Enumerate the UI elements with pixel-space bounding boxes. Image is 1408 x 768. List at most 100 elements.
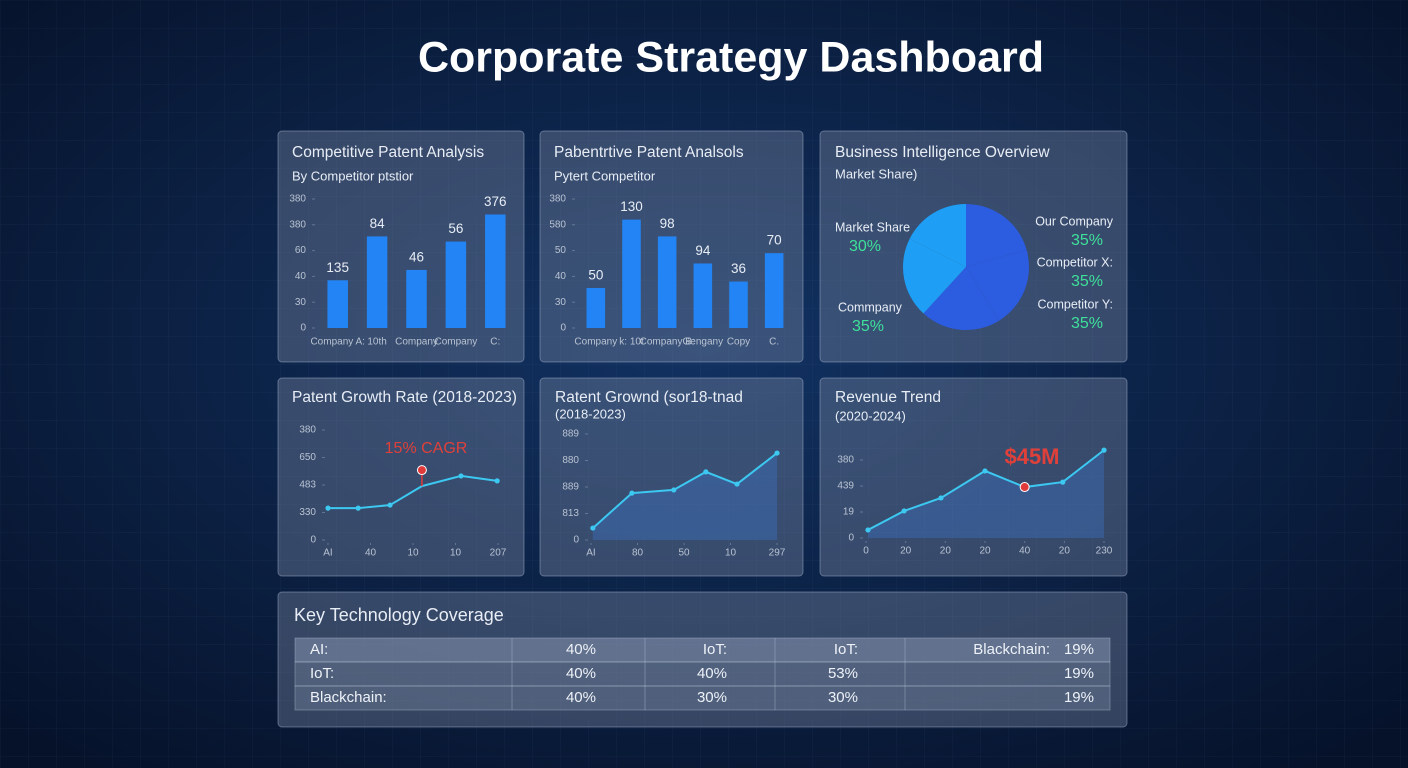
x-tick-label: 20 xyxy=(1059,546,1071,557)
x-tick-label: AI xyxy=(586,548,595,559)
line-point xyxy=(901,508,907,514)
bar-value-label: 36 xyxy=(731,261,746,276)
line-point xyxy=(387,502,393,508)
table-cell: Blackchain: xyxy=(973,641,1050,658)
line-point xyxy=(458,473,464,479)
bar xyxy=(622,219,641,328)
y-tick-label: 889 xyxy=(562,429,579,440)
bar xyxy=(445,241,467,328)
bar-value-label: 84 xyxy=(370,216,386,231)
y-tick-label: 0 xyxy=(560,323,566,334)
x-tick-label: Gengany xyxy=(683,337,724,348)
annotation: 15% CAGR xyxy=(385,440,468,457)
bar xyxy=(729,281,748,328)
bar xyxy=(764,253,784,328)
bar-value-label: 376 xyxy=(484,194,507,209)
line-point xyxy=(734,481,740,487)
x-tick-label: 10 xyxy=(407,548,419,559)
bar-value-label: 98 xyxy=(660,216,675,231)
y-tick-label: 650 xyxy=(299,452,316,463)
panel-subtitle: By Competitor ptstior xyxy=(292,168,414,183)
bar xyxy=(657,236,677,328)
table-cell: 40% xyxy=(566,665,596,682)
y-tick-label: 880 xyxy=(562,455,579,466)
panel-title: Competitive Patent Analysis xyxy=(292,144,484,161)
y-tick-label: 330 xyxy=(299,507,316,518)
y-tick-label: 380 xyxy=(549,194,566,205)
line-point xyxy=(671,487,677,493)
line-point xyxy=(982,468,988,474)
table-title: Key Technology Coverage xyxy=(294,605,504,625)
x-tick-label: C: xyxy=(490,337,500,348)
y-tick-label: 30 xyxy=(295,297,307,308)
panel-title: Pabentrtive Patent Analsols xyxy=(554,144,744,161)
x-tick-label: k: 10t xyxy=(619,337,644,348)
table-cell: IoT: xyxy=(703,641,727,658)
bar-value-label: 50 xyxy=(588,268,603,283)
table-cell: 19% xyxy=(1064,689,1094,706)
bar xyxy=(327,280,348,328)
table-cell: 30% xyxy=(697,689,727,706)
line-area xyxy=(867,450,1104,538)
annotation: $45M xyxy=(1004,444,1059,469)
x-tick-label: 10 xyxy=(725,548,737,559)
table-row xyxy=(294,637,1111,663)
line-point xyxy=(416,465,427,476)
pie-label: Market Share xyxy=(835,220,910,234)
panel-title: Patent Growth Rate (2018-2023) xyxy=(292,389,517,406)
pie-slice xyxy=(923,267,1000,330)
pie-value-label: 30% xyxy=(849,238,881,255)
y-tick-label: 0 xyxy=(848,533,854,544)
table-cell: 19% xyxy=(1064,665,1094,682)
bar-value-label: 56 xyxy=(448,221,463,236)
line-point xyxy=(1019,482,1030,493)
x-tick-label: 207 xyxy=(490,548,507,559)
panel-subtitle: (2018-2023) xyxy=(555,406,626,421)
table-cell: 30% xyxy=(828,689,858,706)
x-tick-label: 80 xyxy=(632,548,644,559)
panel-subtitle: (2020-2024) xyxy=(835,408,906,423)
pie-slice xyxy=(966,249,1029,321)
line-point xyxy=(355,505,361,511)
table-cell: 40% xyxy=(566,689,596,706)
y-tick-label: 40 xyxy=(295,271,307,282)
x-tick-label: 40 xyxy=(365,548,377,559)
line xyxy=(592,452,778,529)
y-tick-label: 580 xyxy=(549,219,566,230)
table-cell: AI: xyxy=(310,641,328,658)
x-tick-label: 20 xyxy=(979,546,991,557)
line-point xyxy=(629,490,635,496)
dashboard-title: Corporate Strategy Dashboard xyxy=(418,33,1044,81)
y-tick-label: 0 xyxy=(310,535,316,546)
x-tick-label: Company xyxy=(395,337,438,348)
y-tick-label: 380 xyxy=(289,194,306,205)
table-cell: Blackchain: xyxy=(310,689,387,706)
table-cell: 40% xyxy=(697,665,727,682)
table-cell: 53% xyxy=(828,665,858,682)
table-cell: IoT: xyxy=(310,665,334,682)
y-tick-label: 19 xyxy=(843,507,855,518)
panel xyxy=(277,591,1128,728)
pie-value-label: 35% xyxy=(1071,232,1103,249)
line-point xyxy=(494,478,500,484)
pie-value-label: 35% xyxy=(1071,273,1103,290)
x-tick-label: Company B: xyxy=(640,337,695,348)
line-point xyxy=(590,525,596,531)
bar-value-label: 70 xyxy=(767,233,782,248)
panel-subtitle: Market Share) xyxy=(835,166,917,181)
x-tick-label: 10th xyxy=(367,337,386,348)
bar xyxy=(586,288,606,328)
line-area xyxy=(592,453,777,540)
x-tick-label: 20 xyxy=(900,546,912,557)
pie-value-label: 35% xyxy=(852,318,884,335)
line-point xyxy=(938,495,944,501)
pie-value-label: 35% xyxy=(1071,315,1103,332)
x-tick-label: 50 xyxy=(678,548,690,559)
x-tick-label: Company xyxy=(434,337,477,348)
x-tick-label: AI xyxy=(323,548,332,559)
y-tick-label: 439 xyxy=(837,481,854,492)
x-tick-label: C. xyxy=(769,337,779,348)
table-cell: IoT: xyxy=(834,641,858,658)
